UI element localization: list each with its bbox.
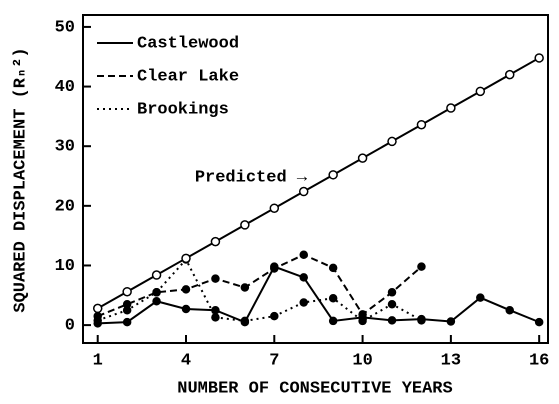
annotation: Predicted → bbox=[195, 169, 308, 188]
data-point bbox=[181, 304, 191, 314]
legend-label: Castlewood bbox=[137, 34, 239, 53]
data-point bbox=[122, 305, 132, 315]
x-axis-label: NUMBER OF CONSECUTIVE YEARS bbox=[177, 379, 452, 398]
y-tick-label: 40 bbox=[55, 78, 75, 97]
x-tick-label: 16 bbox=[529, 351, 549, 370]
data-point bbox=[211, 274, 220, 283]
data-point bbox=[122, 286, 132, 297]
data-point bbox=[122, 317, 132, 327]
data-point bbox=[446, 103, 456, 113]
data-point bbox=[240, 220, 250, 230]
data-point bbox=[417, 316, 426, 325]
data-point bbox=[416, 119, 427, 130]
data-point bbox=[152, 297, 161, 306]
data-point bbox=[387, 316, 397, 325]
y-tick-label: 30 bbox=[55, 138, 75, 157]
data-point bbox=[475, 86, 486, 97]
x-tick-label: 7 bbox=[269, 351, 279, 370]
legend-label: Brookings bbox=[137, 100, 229, 119]
series-line bbox=[97, 253, 423, 318]
data-point bbox=[181, 253, 191, 264]
data-point bbox=[151, 270, 162, 280]
data-point bbox=[328, 294, 338, 303]
data-point bbox=[240, 283, 250, 292]
data-point bbox=[210, 236, 221, 247]
data-point bbox=[211, 313, 220, 322]
data-point bbox=[328, 316, 338, 326]
data-point bbox=[270, 264, 279, 273]
data-point bbox=[387, 299, 397, 309]
y-tick-label: 20 bbox=[55, 197, 75, 216]
data-point bbox=[299, 298, 308, 307]
y-tick-label: 10 bbox=[55, 257, 75, 276]
legend-label: Clear Lake bbox=[137, 67, 239, 86]
data-point bbox=[328, 263, 338, 273]
data-point bbox=[387, 288, 397, 297]
data-point bbox=[387, 136, 397, 147]
y-tick-label: 0 bbox=[65, 317, 75, 336]
data-point bbox=[417, 262, 426, 271]
data-point bbox=[534, 317, 544, 327]
x-tick-label: 10 bbox=[352, 351, 372, 370]
data-point bbox=[299, 273, 308, 282]
data-point bbox=[152, 288, 161, 297]
data-point bbox=[504, 69, 515, 80]
series-line bbox=[97, 57, 540, 310]
x-tick-label: 4 bbox=[181, 351, 191, 370]
data-point bbox=[358, 316, 367, 326]
series-line bbox=[97, 265, 540, 325]
data-point bbox=[181, 285, 191, 294]
data-point bbox=[93, 316, 102, 325]
data-point bbox=[298, 186, 309, 197]
x-tick-label: 13 bbox=[441, 351, 461, 370]
data-point bbox=[357, 153, 368, 163]
data-point bbox=[328, 170, 338, 180]
y-tick-label: 50 bbox=[55, 18, 75, 37]
data-point bbox=[534, 53, 544, 63]
plot-frame bbox=[82, 14, 549, 344]
data-point bbox=[505, 305, 514, 315]
y-axis-label: SQUARED DISPLACEMENT (Rₙ²) bbox=[11, 47, 30, 312]
data-point bbox=[240, 316, 250, 326]
data-point bbox=[476, 293, 485, 302]
data-point bbox=[446, 317, 456, 326]
data-point bbox=[92, 303, 103, 314]
data-point bbox=[299, 250, 308, 259]
data-point bbox=[269, 203, 280, 213]
x-tick-label: 1 bbox=[93, 351, 103, 370]
data-point bbox=[270, 311, 279, 321]
series-line bbox=[97, 257, 422, 323]
